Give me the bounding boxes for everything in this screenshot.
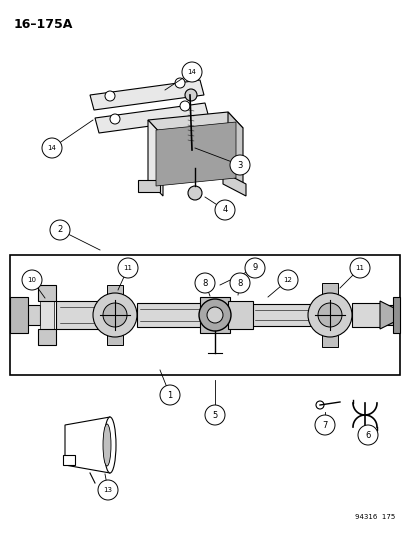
Circle shape [42, 138, 62, 158]
Bar [10, 255, 399, 375]
Text: 13: 13 [103, 487, 112, 493]
Text: 2: 2 [57, 225, 62, 235]
Text: 8: 8 [202, 279, 207, 287]
Text: 14: 14 [187, 69, 196, 75]
Text: 4: 4 [222, 206, 227, 214]
Text: 12: 12 [283, 277, 292, 283]
Bar [38, 285, 56, 301]
Bar [228, 301, 252, 329]
Circle shape [103, 303, 127, 327]
Ellipse shape [104, 417, 116, 473]
Polygon shape [65, 417, 110, 473]
Circle shape [175, 78, 185, 88]
Bar [137, 303, 202, 327]
Polygon shape [90, 80, 204, 110]
Circle shape [182, 62, 202, 82]
Circle shape [110, 114, 120, 124]
Ellipse shape [103, 424, 111, 466]
Polygon shape [147, 112, 242, 136]
Polygon shape [138, 180, 159, 192]
Polygon shape [156, 122, 235, 186]
Bar [107, 335, 123, 345]
Circle shape [230, 155, 249, 175]
Polygon shape [379, 301, 395, 329]
Circle shape [180, 101, 190, 111]
Text: 1: 1 [167, 391, 172, 400]
Bar [351, 303, 381, 327]
Circle shape [22, 270, 42, 290]
Polygon shape [147, 120, 163, 196]
Circle shape [50, 220, 70, 240]
Circle shape [357, 425, 377, 445]
Bar [10, 305, 40, 325]
Circle shape [195, 273, 214, 293]
Circle shape [206, 307, 223, 323]
Circle shape [159, 385, 180, 405]
Text: 94316  175: 94316 175 [354, 514, 394, 520]
Text: 7: 7 [322, 421, 327, 430]
Bar [392, 297, 399, 333]
Circle shape [93, 293, 137, 337]
Bar [381, 305, 393, 325]
Text: 11: 11 [355, 265, 363, 271]
Bar [107, 285, 123, 295]
Bar [321, 283, 337, 295]
Circle shape [199, 299, 230, 331]
Bar [56, 301, 106, 329]
Circle shape [244, 258, 264, 278]
Bar [38, 329, 56, 345]
Text: 10: 10 [27, 277, 36, 283]
Text: 6: 6 [364, 431, 370, 440]
Bar [199, 297, 230, 333]
Circle shape [230, 273, 249, 293]
Circle shape [307, 293, 351, 337]
Circle shape [315, 401, 323, 409]
Circle shape [317, 303, 341, 327]
Bar [252, 304, 316, 326]
Circle shape [118, 258, 138, 278]
Circle shape [314, 415, 334, 435]
Text: 8: 8 [237, 279, 242, 287]
Polygon shape [95, 103, 209, 133]
Text: 9: 9 [252, 263, 257, 272]
Circle shape [98, 480, 118, 500]
Text: 14: 14 [47, 145, 56, 151]
Circle shape [185, 89, 197, 101]
Bar [10, 297, 28, 333]
Circle shape [105, 91, 115, 101]
Bar [63, 455, 75, 465]
Text: 16–175A: 16–175A [14, 18, 73, 31]
Circle shape [277, 270, 297, 290]
Text: 3: 3 [237, 160, 242, 169]
Circle shape [214, 200, 235, 220]
Bar [40, 299, 54, 331]
Text: 11: 11 [123, 265, 132, 271]
Circle shape [188, 186, 202, 200]
Circle shape [349, 258, 369, 278]
Text: 5: 5 [212, 410, 217, 419]
Circle shape [204, 405, 224, 425]
Polygon shape [228, 112, 242, 188]
Bar [321, 335, 337, 347]
Polygon shape [223, 172, 245, 196]
